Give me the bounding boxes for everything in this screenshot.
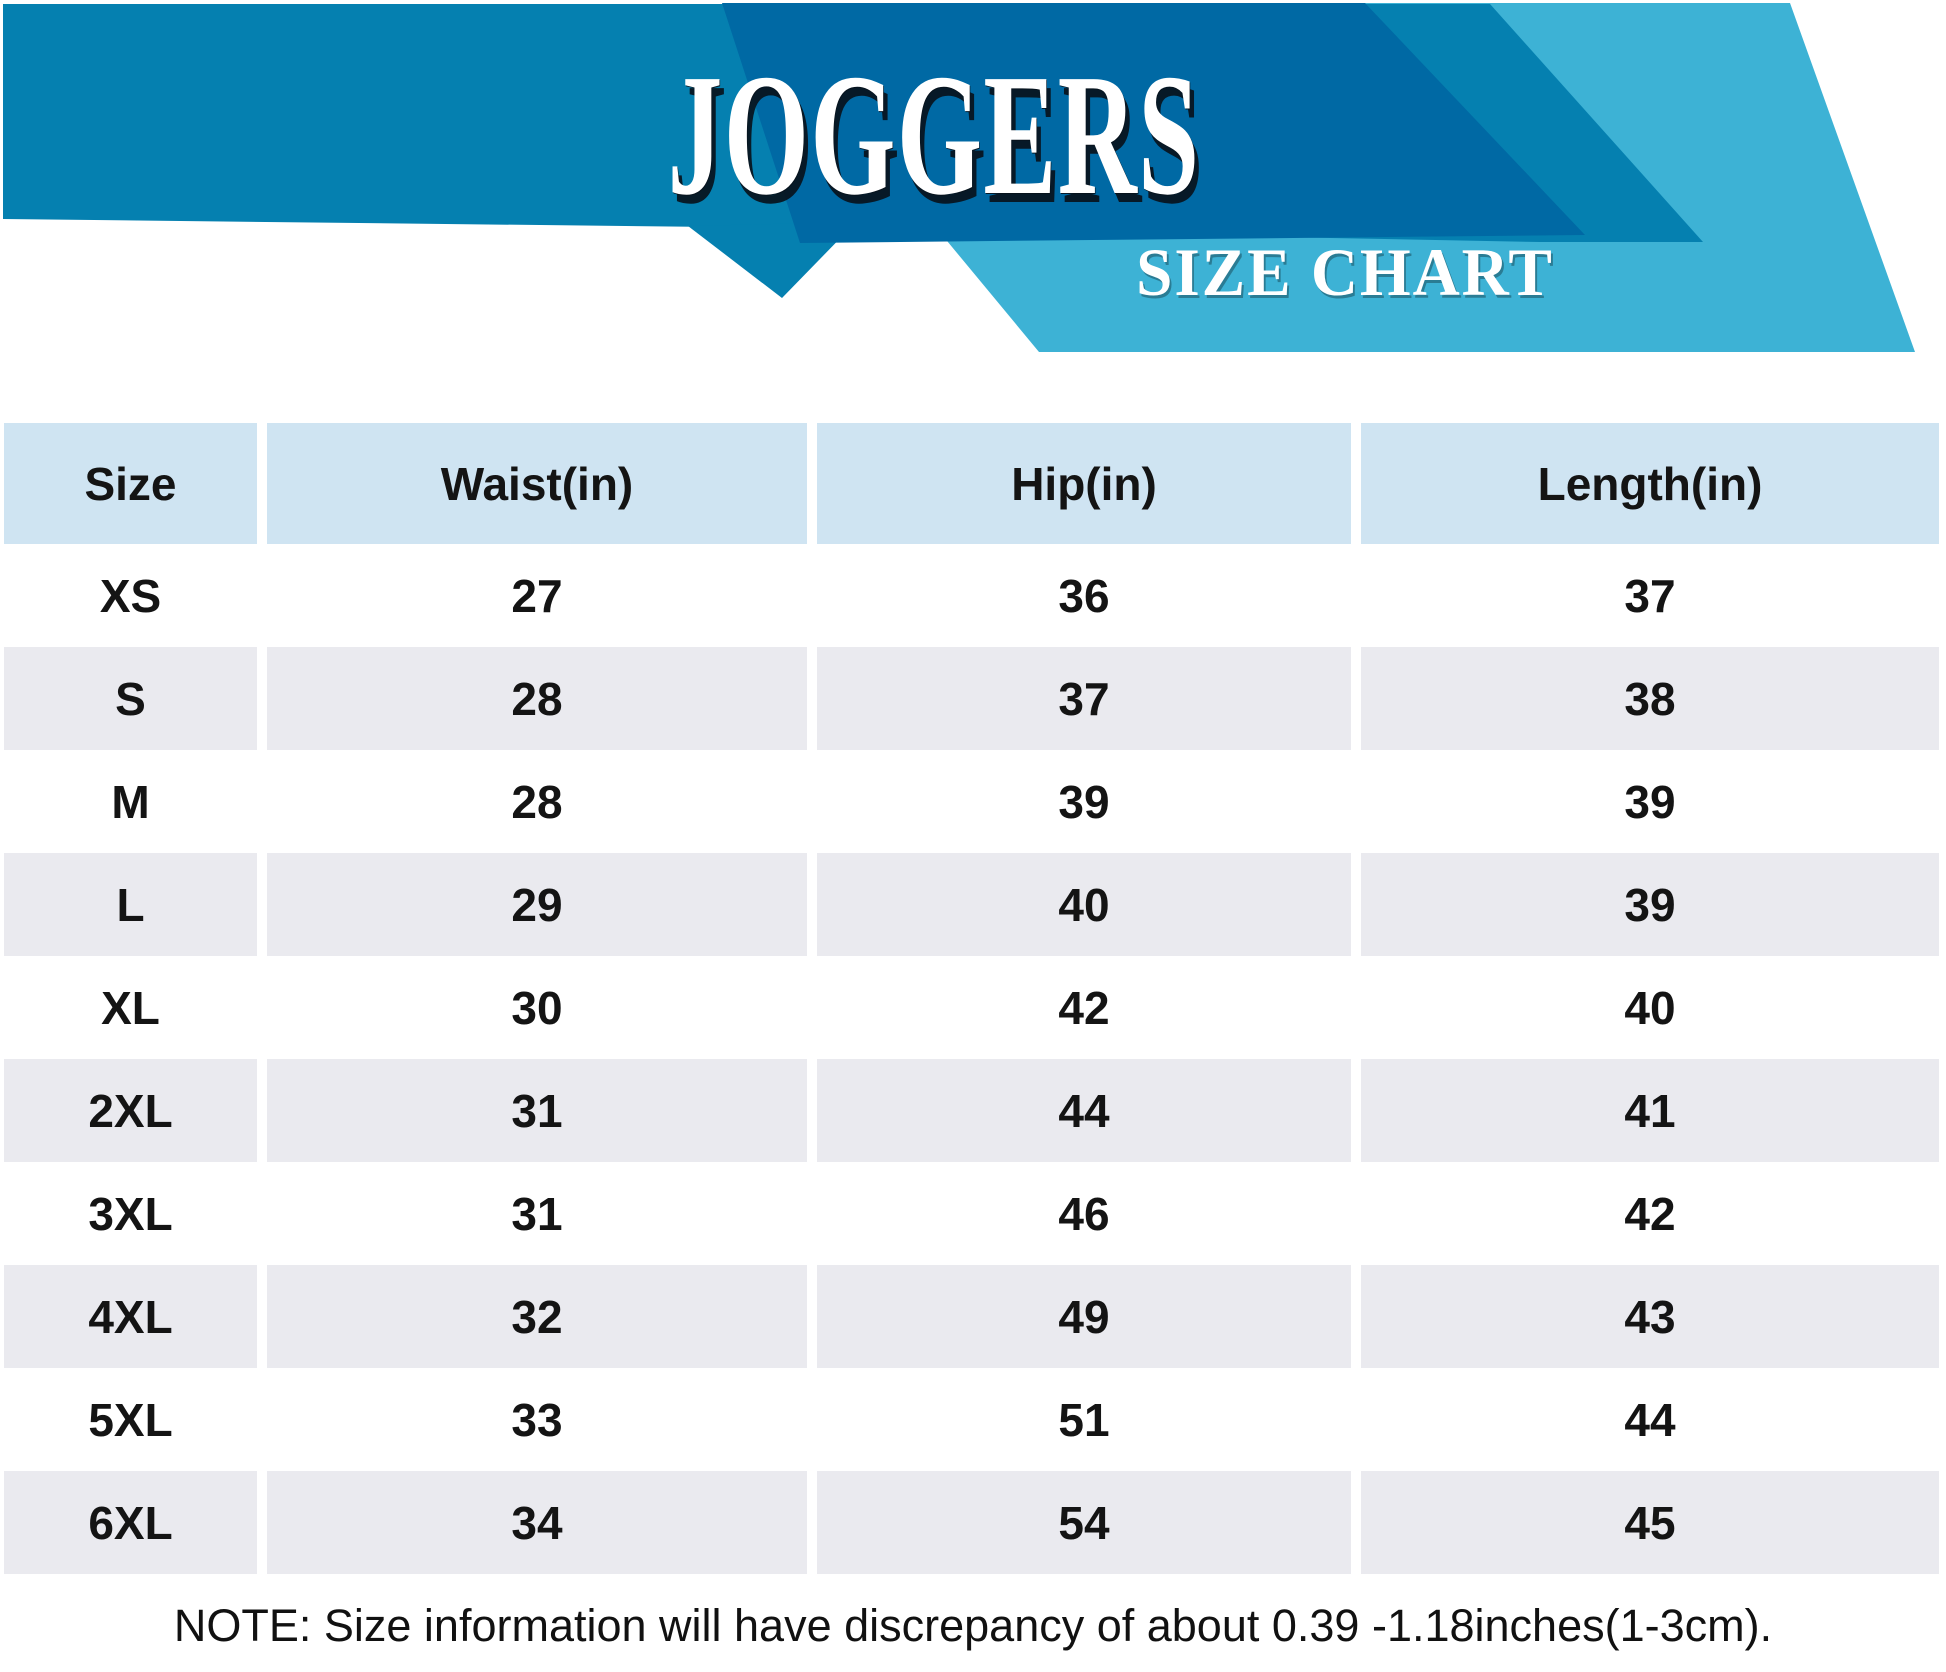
row-XS-waist: 27 [267,544,807,647]
row-6XL-waist: 34 [267,1471,807,1574]
row-label-S: S [4,647,257,750]
row-L-hip: 40 [817,853,1351,956]
page-title: JOGGERS [667,38,1201,231]
row-label-XL: XL [4,956,257,1059]
row-4XL-hip: 49 [817,1265,1351,1368]
column-header-waist: Waist(in) [267,423,807,544]
row-XS-length: 37 [1361,544,1939,647]
row-3XL-waist: 31 [267,1162,807,1265]
row-M-hip: 39 [817,750,1351,853]
row-label-6XL: 6XL [4,1471,257,1574]
row-label-M: M [4,750,257,853]
page-subtitle: SIZE CHART [1136,234,1554,310]
column-header-size: Size [4,423,257,544]
row-4XL-waist: 32 [267,1265,807,1368]
row-label-5XL: 5XL [4,1368,257,1471]
column-header-length: Length(in) [1361,423,1939,544]
row-6XL-length: 45 [1361,1471,1939,1574]
row-4XL-length: 43 [1361,1265,1939,1368]
banner-navy-shape [722,3,1585,243]
row-2XL-length: 41 [1361,1059,1939,1162]
row-M-waist: 28 [267,750,807,853]
row-label-L: L [4,853,257,956]
row-5XL-length: 44 [1361,1368,1939,1471]
note-text: NOTE: Size information will have discrep… [173,1600,1773,1651]
row-3XL-hip: 46 [817,1162,1351,1265]
size-table: Size Waist(in) Hip(in) Length(in) XS 27 36 37 S 2… [4,423,1939,1574]
row-S-waist: 28 [267,647,807,750]
row-2XL-hip: 44 [817,1059,1351,1162]
row-label-3XL: 3XL [4,1162,257,1265]
row-3XL-length: 42 [1361,1162,1939,1265]
row-label-2XL: 2XL [4,1059,257,1162]
row-XL-hip: 42 [817,956,1351,1059]
row-XS-hip: 36 [817,544,1351,647]
column-header-hip: Hip(in) [817,423,1351,544]
row-label-XS: XS [4,544,257,647]
row-2XL-waist: 31 [267,1059,807,1162]
row-L-length: 39 [1361,853,1939,956]
row-5XL-hip: 51 [817,1368,1351,1471]
row-XL-length: 40 [1361,956,1939,1059]
row-L-waist: 29 [267,853,807,956]
row-XL-waist: 30 [267,956,807,1059]
row-S-hip: 37 [817,647,1351,750]
row-S-length: 38 [1361,647,1939,750]
row-5XL-waist: 33 [267,1368,807,1471]
row-label-4XL: 4XL [4,1265,257,1368]
row-M-length: 39 [1361,750,1939,853]
row-6XL-hip: 54 [817,1471,1351,1574]
header-banner [3,3,1915,352]
